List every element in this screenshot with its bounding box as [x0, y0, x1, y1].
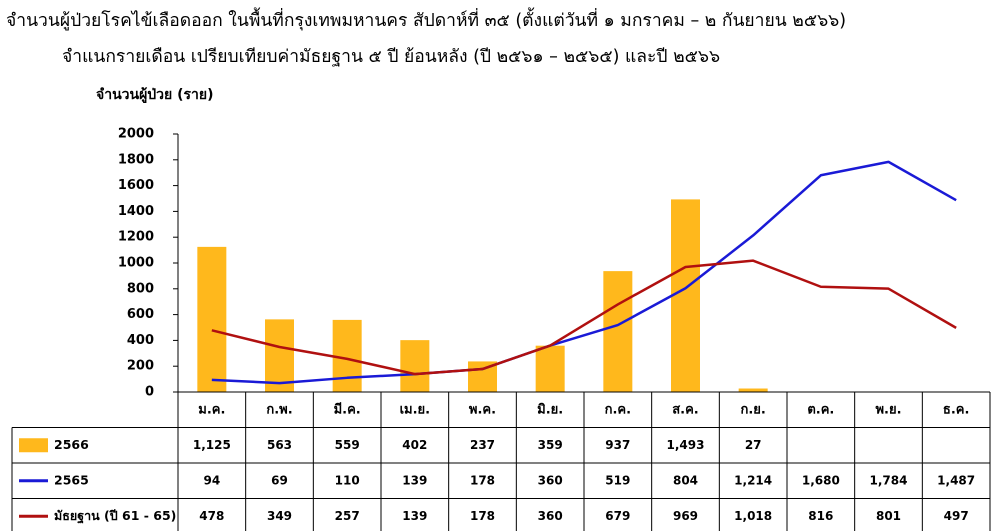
x-category-label: ต.ค. [807, 402, 834, 417]
x-category-label: พ.ย. [875, 402, 901, 417]
data-table-cell: 801 [876, 509, 901, 523]
data-table-cell: 559 [335, 438, 360, 452]
bar-2566 [265, 319, 294, 392]
legend-label: 2566 [54, 437, 89, 452]
series-line-median [211, 259, 957, 376]
bar-2566 [738, 388, 768, 392]
data-table-cell: 1,493 [667, 438, 705, 452]
legend-label: มัธยฐาน (ปี 61 - 65) [54, 508, 176, 524]
data-table-cell: 679 [605, 509, 630, 523]
data-table-cell: 69 [271, 473, 288, 487]
data-table-cell: 360 [538, 473, 563, 487]
data-table-cell: 1,125 [193, 438, 231, 452]
bar-2566 [197, 246, 227, 392]
x-category-label: มิ.ย. [537, 402, 563, 417]
data-table-cell: 816 [808, 509, 833, 523]
legend-swatch-2566 [19, 438, 48, 453]
data-table-cell: 1,680 [802, 473, 840, 487]
bar-2566 [400, 340, 430, 392]
data-table-cell: 349 [267, 509, 292, 523]
x-category-label: ก.ย. [740, 402, 765, 417]
data-table-cell: 178 [470, 509, 495, 523]
x-category-label: ก.พ. [266, 402, 292, 417]
data-table-cell: 1,214 [734, 473, 772, 487]
data-table-cell: 139 [402, 473, 427, 487]
x-category-label: ม.ค. [198, 402, 225, 417]
data-table-cell: 257 [335, 509, 360, 523]
y-tick-label: 1400 [118, 204, 154, 219]
data-table-cell: 969 [673, 509, 698, 523]
y-axis-label: จำนวนผู้ป่วย (ราย) [96, 87, 214, 103]
x-category-label: มี.ค. [334, 401, 361, 417]
data-table-cell: 1,018 [734, 509, 772, 523]
y-tick-label: 1200 [118, 230, 154, 245]
bar-2566 [671, 199, 700, 392]
data-table-cell: 497 [944, 509, 969, 523]
y-tick-label: 200 [127, 359, 154, 374]
data-table-cell: 478 [199, 509, 224, 523]
data-table-cell: 519 [605, 473, 630, 487]
data-table-cell: 563 [267, 438, 292, 452]
data-table-cell: 237 [470, 438, 495, 452]
series-line-2565 [211, 160, 957, 385]
y-tick-label: 400 [127, 333, 154, 348]
x-category-label: เม.ย. [400, 402, 431, 417]
x-category-label: ธ.ค. [943, 402, 970, 417]
y-tick-label: 1600 [118, 178, 154, 193]
x-category-label: ส.ค. [672, 402, 699, 417]
chart-title: จำนวนผู้ป่วยโรคไข้เลือดออก ในพื้นที่กรุง… [6, 11, 847, 31]
y-tick-label: 800 [127, 281, 154, 296]
y-tick-label: 600 [127, 307, 154, 322]
x-category-label: พ.ค. [469, 402, 496, 417]
y-tick-label: 1000 [118, 256, 154, 271]
data-table-cell: 178 [470, 473, 495, 487]
y-tick-label: 0 [145, 385, 154, 400]
x-category-label: ก.ค. [605, 402, 631, 417]
y-tick-label: 1800 [118, 152, 154, 167]
data-table-cell: 402 [402, 438, 427, 452]
data-table-cell: 27 [745, 438, 762, 452]
data-table-cell: 804 [673, 473, 698, 487]
data-table-cell: 1,784 [870, 473, 908, 487]
data-table-cell: 110 [335, 473, 360, 487]
data-table-cell: 360 [538, 509, 563, 523]
data-table-cell: 937 [605, 438, 630, 452]
bar-2566 [535, 345, 565, 392]
data-table-cell: 139 [402, 509, 427, 523]
legend-label: 2565 [54, 472, 89, 487]
chart-subtitle: จำแนกรายเดือน เปรียบเทียบค่ามัธยฐาน ๕ ปี… [62, 47, 721, 67]
data-table-cell: 1,487 [937, 473, 975, 487]
data-table-cell: 94 [203, 473, 220, 487]
bar-2566 [603, 271, 633, 392]
y-tick-label: 2000 [118, 127, 154, 142]
data-table-cell: 359 [538, 438, 563, 452]
